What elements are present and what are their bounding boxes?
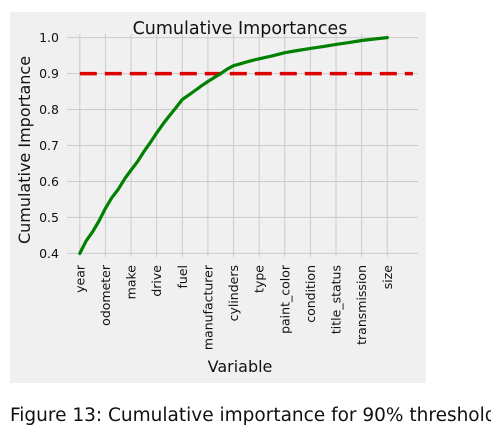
series-group — [78, 35, 389, 255]
y-tick-label: 0.5 — [39, 210, 59, 225]
x-tick-label: fuel — [175, 265, 190, 289]
y-tick-label: 0.6 — [39, 174, 59, 189]
x-tick-label: year — [72, 264, 87, 293]
x-ticks: year odometer make drive fuel manufacturer cyl… — [72, 264, 394, 350]
chart-title: Cumulative Importances — [133, 19, 348, 39]
y-axis-label: Cumulative Importance — [15, 56, 34, 244]
x-tick-label: title_status — [329, 265, 344, 334]
y-tick-label: 0.8 — [39, 102, 59, 117]
y-tick-label: 0.9 — [39, 66, 59, 81]
x-tick-label: manufacturer — [200, 264, 215, 350]
x-tick-label: drive — [149, 265, 164, 297]
y-tick-label: 1.0 — [39, 30, 59, 45]
x-tick-label: transmission — [354, 265, 369, 345]
y-ticks: 0.4 0.5 0.6 0.7 0.8 0.9 1.0 — [39, 30, 59, 261]
x-tick-label: paint_color — [277, 264, 292, 334]
x-tick-label: odometer — [98, 264, 113, 326]
grid — [67, 34, 418, 257]
x-tick-label: cylinders — [226, 265, 241, 321]
x-tick-label: condition — [303, 265, 318, 323]
x-tick-label: size — [380, 265, 395, 290]
figure-caption: Figure 13: Cumulative importance for 90%… — [10, 405, 491, 426]
x-tick-label: make — [124, 265, 139, 300]
x-tick-label: type — [252, 265, 267, 293]
y-tick-label: 0.4 — [39, 246, 59, 261]
x-axis-label: Variable — [208, 357, 273, 376]
y-tick-label: 0.7 — [39, 138, 59, 153]
cumulative-importance-line — [78, 35, 389, 255]
